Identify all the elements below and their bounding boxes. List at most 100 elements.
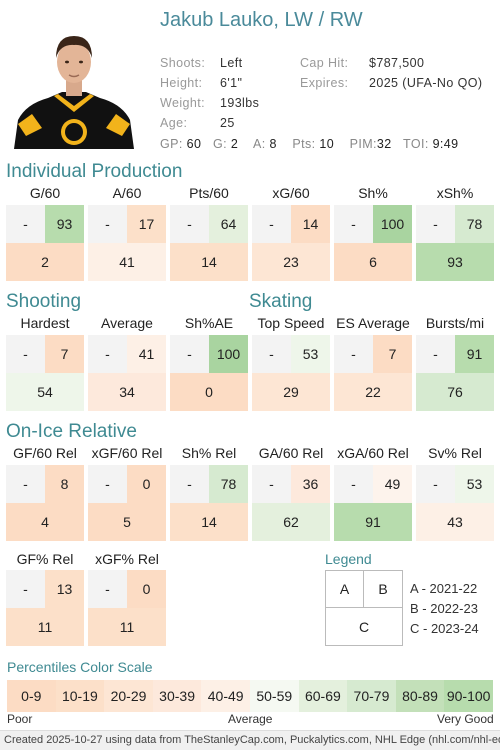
season-b-value: 49 — [373, 465, 412, 503]
season-b-value: 8 — [45, 465, 84, 503]
stat-cell-sh-rel: -78 14 — [170, 465, 248, 541]
weight-row: Weight: 193lbs — [160, 96, 259, 110]
season-a-value: - — [170, 205, 209, 243]
expires-label: Expires: — [300, 76, 349, 90]
season-b-value: 14 — [291, 205, 330, 243]
season-c-value: 6 — [334, 243, 412, 281]
stat-cell-xga-60-rel: -49 91 — [334, 465, 412, 541]
scale-bin: 20-29 — [104, 680, 153, 712]
scale-bin: 70-79 — [347, 680, 396, 712]
legend-item-b: B - 2022-23 — [410, 601, 478, 616]
stat-header-gf-rel: GF% Rel — [16, 551, 74, 567]
legend-title: Legend — [325, 551, 372, 567]
a-value: 8 — [269, 137, 277, 151]
scale-bin: 30-39 — [152, 680, 202, 712]
season-a-value: - — [334, 465, 373, 503]
g-value: 2 — [230, 137, 239, 151]
scale-bin: 0-9 — [7, 680, 56, 712]
season-b-value: 91 — [455, 335, 494, 373]
toi-label: TOI: — [403, 137, 429, 151]
weight-label: Weight: — [160, 96, 205, 110]
stat-header-top-speed: Top Speed — [257, 315, 325, 331]
stat-cell-a-60: -17 41 — [88, 205, 166, 281]
legend-box: A B C — [325, 570, 403, 646]
season-a-value: - — [334, 205, 373, 243]
season-b-value: 36 — [291, 465, 330, 503]
section-on-ice-relative: On-Ice Relative — [6, 421, 137, 442]
season-a-value: - — [170, 465, 209, 503]
stat-cell-xgf-rel: -0 11 — [88, 570, 166, 646]
section-individual-production: Individual Production — [6, 161, 183, 182]
section-skating: Skating — [249, 291, 313, 312]
scale-bin: 10-19 — [55, 680, 105, 712]
season-c-value: 0 — [170, 373, 248, 411]
season-c-value: 5 — [88, 503, 166, 541]
stat-cell-sv-rel: -53 43 — [416, 465, 494, 541]
scale-label-average: Average — [228, 712, 273, 726]
scale-bin: 60-69 — [298, 680, 348, 712]
pts-value: 10 — [319, 137, 335, 151]
season-a-value: - — [252, 465, 291, 503]
season-b-value: 0 — [127, 465, 166, 503]
stat-header-a-60: A/60 — [112, 185, 142, 201]
legend-cell-a: A — [326, 571, 364, 608]
stat-cell-average: -41 34 — [88, 335, 166, 411]
season-b-value: 13 — [45, 570, 84, 608]
season-c-value: 93 — [416, 243, 494, 281]
pim-value: 32 — [376, 137, 392, 151]
height-value: 6'1" — [220, 76, 243, 90]
scale-bin: 80-89 — [395, 680, 445, 712]
season-a-value: - — [252, 205, 291, 243]
season-c-value: 14 — [170, 503, 248, 541]
height-row: Height: 6'1" — [160, 76, 242, 90]
stat-cell-g-60: -93 2 — [6, 205, 84, 281]
season-b-value: 78 — [455, 205, 494, 243]
stat-cell-gf-rel: -13 11 — [6, 570, 84, 646]
stat-cell-bursts-mi: -91 76 — [416, 335, 494, 411]
age-value: 25 — [220, 116, 235, 130]
stat-header-xgf-rel: xGF% Rel — [95, 551, 159, 567]
stat-cell-top-speed: -53 29 — [252, 335, 330, 411]
season-c-value: 11 — [6, 608, 84, 646]
stat-cell-hardest: -7 54 — [6, 335, 84, 411]
section-shooting: Shooting — [6, 291, 82, 312]
season-c-value: 76 — [416, 373, 494, 411]
season-b-value: 53 — [291, 335, 330, 373]
percentile-color-scale: 0-9 10-19 20-29 30-39 40-49 50-59 60-69 70-79 80… — [7, 680, 493, 712]
stat-cell-xsh: -78 93 — [416, 205, 494, 281]
g-label: G: — [212, 137, 227, 151]
season-c-value: 62 — [252, 503, 330, 541]
legend-item-c: C - 2023-24 — [410, 621, 479, 636]
season-c-value: 41 — [88, 243, 166, 281]
season-a-value: - — [416, 335, 455, 373]
stat-header-sh-rel: Sh% Rel — [181, 445, 237, 461]
season-c-value: 2 — [6, 243, 84, 281]
cap-value: $787,500 — [369, 56, 425, 70]
stat-header-pts-60: Pts/60 — [189, 185, 229, 201]
gp-value: 60 — [186, 137, 202, 151]
stat-header-bursts-mi: Bursts/mi — [425, 315, 485, 331]
season-a-value: - — [88, 335, 127, 373]
season-a-value: - — [334, 335, 373, 373]
season-c-value: 11 — [88, 608, 166, 646]
stat-header-es-average: ES Average — [336, 315, 410, 331]
season-c-value: 29 — [252, 373, 330, 411]
legend-cell-c: C — [358, 618, 370, 635]
stat-cell-sh-ae: -100 0 — [170, 335, 248, 411]
footer-credits: Created 2025-10-27 using data from TheSt… — [0, 730, 500, 750]
season-a-value: - — [416, 205, 455, 243]
season-b-value: 7 — [45, 335, 84, 373]
stat-header-sv-rel: Sv% Rel — [428, 445, 482, 461]
pts-label: Pts: — [292, 137, 316, 151]
season-a-value: - — [6, 335, 45, 373]
pim-label: PIM: — [349, 137, 377, 151]
season-b-value: 78 — [209, 465, 248, 503]
stat-header-xsh: xSh% — [436, 185, 474, 201]
season-b-value: 53 — [455, 465, 494, 503]
stat-header-average: Average — [101, 315, 153, 331]
stat-cell-es-average: -7 22 — [334, 335, 412, 411]
scale-label-poor: Poor — [7, 712, 33, 726]
stat-cell-ga-60-rel: -36 62 — [252, 465, 330, 541]
